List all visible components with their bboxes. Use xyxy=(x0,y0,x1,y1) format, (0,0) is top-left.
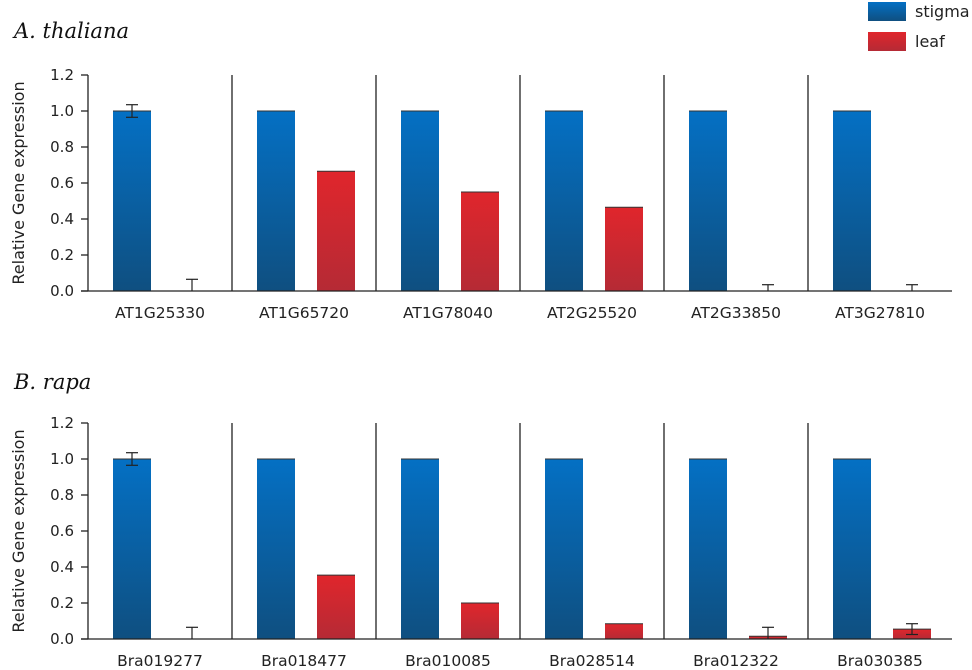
error-bar-leaf-at2g33850 xyxy=(762,284,774,291)
legend-swatch-stigma xyxy=(868,2,906,21)
bar-stigma-at3g27810 xyxy=(833,111,871,291)
x-category-label: AT3G27810 xyxy=(835,304,925,322)
y-tick-label: 0.2 xyxy=(50,594,74,612)
y-tick-label: 0.8 xyxy=(50,138,74,156)
bar-stigma-bra030385 xyxy=(833,459,871,639)
y-tick-label: 1.0 xyxy=(50,102,74,120)
legend-label-leaf: leaf xyxy=(915,32,945,51)
error-bar-stigma-at1g25330 xyxy=(126,104,138,118)
y-tick-label: 0.6 xyxy=(50,174,74,192)
x-category-label: Bra019277 xyxy=(117,652,203,670)
bar-leaf-at1g78040 xyxy=(461,192,499,291)
y-tick-label: 0.2 xyxy=(50,246,74,264)
panel-a-thaliana: A. thaliana Relative Gene expression 0.0… xyxy=(9,19,952,322)
bar-stigma-bra018477 xyxy=(257,459,295,639)
y-tick-label: 0.4 xyxy=(50,558,74,576)
legend: stigma leaf xyxy=(868,2,970,51)
bar-stigma-bra019277 xyxy=(113,459,151,639)
y-tick-label: 0.6 xyxy=(50,522,74,540)
y-tick-label: 1.2 xyxy=(50,414,74,432)
x-category-label: AT1G25330 xyxy=(115,304,205,322)
y-tick-label: 1.0 xyxy=(50,450,74,468)
error-bar-stigma-bra019277 xyxy=(126,452,138,466)
legend-swatch-leaf xyxy=(868,32,906,51)
y-tick-label: 0.0 xyxy=(50,630,74,648)
bar-stigma-at2g33850 xyxy=(689,111,727,291)
y-tick-label: 0.0 xyxy=(50,282,74,300)
bar-leaf-at2g25520 xyxy=(605,207,643,291)
x-category-label: Bra030385 xyxy=(837,652,923,670)
bar-stigma-bra028514 xyxy=(545,459,583,639)
x-category-label: AT1G78040 xyxy=(403,304,493,322)
x-category-label: Bra010085 xyxy=(405,652,491,670)
error-bar-leaf-at1g25330 xyxy=(186,278,198,291)
y-tick-label: 0.4 xyxy=(50,210,74,228)
error-bar-leaf-bra019277 xyxy=(186,626,198,639)
bar-stigma-bra010085 xyxy=(401,459,439,639)
y-tick-label: 1.2 xyxy=(50,66,74,84)
bar-leaf-bra028514 xyxy=(605,623,643,639)
bar-stigma-at1g65720 xyxy=(257,111,295,291)
bar-stigma-bra012322 xyxy=(689,459,727,639)
error-bar-leaf-bra012322 xyxy=(762,626,774,639)
y-axis-label: Relative Gene expression xyxy=(9,81,28,284)
x-category-label: Bra018477 xyxy=(261,652,347,670)
x-category-label: Bra012322 xyxy=(693,652,779,670)
x-category-label: Bra028514 xyxy=(549,652,635,670)
bar-leaf-bra010085 xyxy=(461,603,499,639)
panel-b-rapa: B. rapa Relative Gene expression 0.0 0.2 0… xyxy=(9,370,952,670)
x-category-label: AT2G33850 xyxy=(691,304,781,322)
bar-stigma-at2g25520 xyxy=(545,111,583,291)
bar-leaf-bra018477 xyxy=(317,575,355,639)
bar-leaf-at1g65720 xyxy=(317,171,355,291)
bar-stigma-at1g78040 xyxy=(401,111,439,291)
y-axis-label: Relative Gene expression xyxy=(9,429,28,632)
bar-stigma-at1g25330 xyxy=(113,111,151,291)
legend-label-stigma: stigma xyxy=(915,2,970,21)
y-tick-label: 0.8 xyxy=(50,486,74,504)
x-category-label: AT1G65720 xyxy=(259,304,349,322)
error-bar-leaf-bra030385 xyxy=(906,623,918,636)
error-bar-leaf-at3g27810 xyxy=(906,284,918,291)
panel-title: A. thaliana xyxy=(12,19,129,43)
panel-title: B. rapa xyxy=(13,370,91,394)
x-category-label: AT2G25520 xyxy=(547,304,637,322)
